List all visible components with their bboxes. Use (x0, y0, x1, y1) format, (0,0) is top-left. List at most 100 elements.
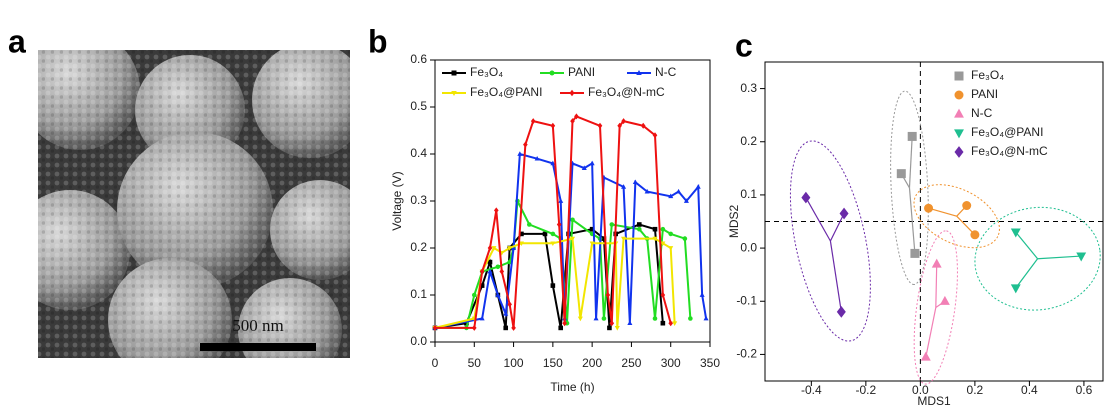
marker (499, 268, 505, 275)
x-axis-title: MDS1 (917, 394, 951, 408)
marker (660, 241, 666, 247)
series-line (434, 237, 676, 329)
marker (511, 245, 517, 250)
marker (495, 264, 501, 270)
marker (839, 207, 849, 220)
panel-label: b (368, 23, 388, 59)
marker (699, 292, 705, 297)
legend-marker (451, 70, 457, 76)
marker (676, 188, 682, 194)
legend-label: Fe₃O₄@PANI (971, 125, 1043, 139)
marker (621, 118, 626, 125)
marker (621, 184, 627, 189)
y-tick-label: 0.1 (410, 287, 427, 301)
marker (479, 283, 485, 288)
marker (569, 236, 576, 242)
x-tick-label: 350 (700, 356, 720, 370)
x-tick-label: 0.0 (912, 383, 929, 397)
x-tick-label: -0.2 (856, 383, 877, 397)
x-tick-label: 0.2 (967, 383, 984, 397)
marker (627, 320, 633, 326)
marker (550, 122, 556, 129)
x-tick-label: 0 (432, 356, 439, 370)
marker (652, 132, 658, 139)
y-tick-label: 0.5 (410, 99, 427, 113)
marker (471, 292, 477, 298)
spider-line (908, 136, 913, 188)
marker (931, 258, 942, 268)
marker (597, 122, 603, 129)
legend-label: N-C (655, 65, 677, 79)
x-tick-label: 300 (661, 356, 681, 370)
marker (920, 351, 931, 361)
marker (550, 283, 556, 288)
marker (1076, 252, 1087, 262)
x-axis-title: Time (h) (550, 380, 594, 394)
marker (660, 320, 666, 326)
panel-label: a (8, 23, 26, 59)
legend-marker (954, 71, 964, 81)
marker (668, 320, 674, 327)
marker (550, 241, 556, 247)
marker (523, 141, 528, 148)
legend-marker (954, 146, 964, 158)
marker (550, 231, 556, 237)
marker (495, 292, 501, 297)
spider-line (805, 197, 831, 242)
marker (487, 259, 493, 265)
marker (534, 155, 540, 161)
marker (801, 191, 811, 204)
panel-label: c (735, 27, 753, 63)
legend-marker (636, 70, 642, 75)
marker (556, 221, 562, 228)
x-tick-label: 0.6 (1076, 383, 1093, 397)
marker (471, 324, 477, 331)
marker (581, 165, 587, 170)
marker (621, 236, 627, 242)
legend-marker (569, 89, 575, 97)
marker (640, 122, 646, 129)
spider-line (829, 240, 842, 312)
marker (519, 231, 524, 237)
marker (970, 230, 980, 240)
marker (542, 231, 548, 237)
marker (601, 316, 607, 321)
marker (632, 179, 638, 185)
series-line (435, 197, 692, 329)
legend-marker (954, 90, 964, 100)
marker (907, 131, 917, 141)
marker (503, 325, 509, 331)
marker (896, 169, 906, 179)
marker (636, 222, 642, 227)
legend-label: Fe₃O₄ (971, 68, 1004, 82)
x-tick-label: 100 (504, 356, 524, 370)
confidence-ellipse (789, 140, 871, 342)
marker (589, 241, 595, 247)
marker (601, 236, 607, 241)
spider-line (925, 307, 937, 358)
marker (703, 315, 709, 321)
marker (660, 226, 666, 232)
marker (507, 246, 513, 251)
legend-label: N-C (971, 106, 993, 120)
confidence-ellipse (913, 184, 1000, 249)
legend-marker (954, 108, 964, 118)
scale-bar-label: 500 nm (232, 316, 283, 335)
marker (507, 301, 512, 308)
y-tick-label: 0.6 (410, 52, 427, 66)
x-tick-label: 200 (582, 356, 602, 370)
legend-marker (954, 129, 964, 139)
marker (660, 292, 666, 298)
marker (487, 245, 493, 251)
confidence-ellipse (913, 230, 958, 385)
marker (609, 320, 615, 327)
legend-label: Fe₃O₄@N-mC (971, 144, 1048, 158)
x-tick-label: 50 (468, 356, 482, 370)
spider-line (829, 213, 845, 242)
legend-label: Fe₃O₄@PANI (470, 85, 542, 99)
spider-line (908, 187, 916, 254)
marker (493, 207, 499, 214)
legend-label: PANI (971, 87, 998, 101)
marker (562, 320, 567, 327)
plot-frame (764, 61, 1104, 382)
